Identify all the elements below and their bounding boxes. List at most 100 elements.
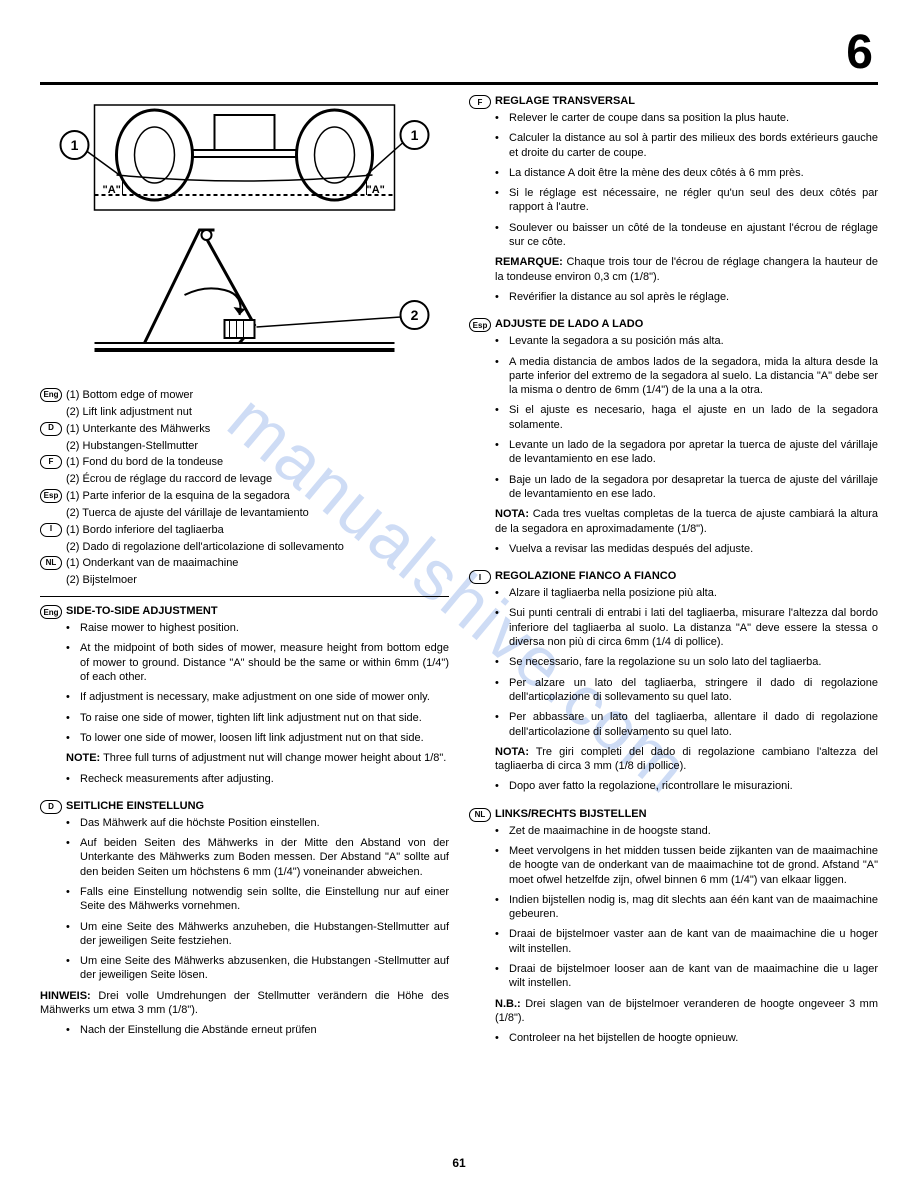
section-esp: EspADJUSTE DE LADO A LADO •Levante la se… — [469, 318, 878, 556]
section-title: REGLAGE TRANSVERSAL — [495, 95, 635, 107]
bullet-text: Falls eine Einstellung notwendig sein so… — [80, 885, 449, 914]
bullet-text: Recheck measurements after adjusting. — [80, 772, 449, 786]
bullet-icon: • — [495, 676, 509, 705]
bullet-icon: • — [495, 290, 509, 304]
bullet-text: To lower one side of mower, loosen lift … — [80, 731, 449, 745]
bullet-icon: • — [495, 1031, 509, 1045]
legend-text: (2) Hubstangen-Stellmutter — [66, 439, 449, 454]
legend-text: (2) Dado di regolazione dell'articolazio… — [66, 540, 449, 555]
lang-badge-i: I — [40, 523, 62, 537]
legend-text: (2) Bijstelmoer — [66, 573, 449, 588]
bullet-text: Um eine Seite des Mähwerks abzusenken, d… — [80, 954, 449, 983]
bullet-icon: • — [66, 920, 80, 949]
content-columns: "A" "A" 1 1 2 — [40, 95, 878, 1060]
bullet-text: Controleer na het bijstellen de hoogte o… — [509, 1031, 878, 1045]
svg-text:"A": "A" — [103, 184, 121, 196]
bullet-icon: • — [495, 824, 509, 838]
bullet-text: Auf beiden Seiten des Mähwerks in der Mi… — [80, 836, 449, 879]
section-title: LINKS/RECHTS BIJSTELLEN — [495, 808, 647, 820]
bullet-icon: • — [66, 772, 80, 786]
bullet-icon: • — [66, 885, 80, 914]
bullet-icon: • — [495, 542, 509, 556]
section-d: DSEITLICHE EINSTELLUNG •Das Mähwerk auf … — [40, 800, 449, 1038]
note-label: N.B.: — [495, 998, 521, 1010]
note-label: NOTA: — [495, 746, 529, 758]
note-text: Drei volle Umdrehungen der Stellmutter v… — [40, 990, 449, 1016]
bullet-icon: • — [66, 621, 80, 635]
bullet-text: Per alzare un lato del tagliaerba, strin… — [509, 676, 878, 705]
legend-text: (1) Unterkante des Mähwerks — [66, 422, 449, 437]
note-label: NOTA: — [495, 508, 529, 520]
bullet-text: Per abbassare un lato del tagliaerba, al… — [509, 710, 878, 739]
bullet-text: Zet de maaimachine in de hoogste stand. — [509, 824, 878, 838]
bullet-icon: • — [495, 186, 509, 215]
bullet-icon: • — [495, 927, 509, 956]
bullet-text: Um eine Seite des Mähwerks anzuheben, di… — [80, 920, 449, 949]
bullet-text: Se necessario, fare la regolazione su un… — [509, 655, 878, 669]
legend-text: (2) Tuerca de ajuste del várillaje de le… — [66, 506, 449, 521]
bullet-icon: • — [495, 606, 509, 649]
section-title: ADJUSTE DE LADO A LADO — [495, 318, 643, 330]
bullet-icon: • — [495, 779, 509, 793]
svg-text:2: 2 — [411, 307, 419, 323]
lang-badge-eng: Eng — [40, 605, 62, 619]
bullet-text: To raise one side of mower, tighten lift… — [80, 711, 449, 725]
left-column: "A" "A" 1 1 2 — [40, 95, 449, 1060]
legend-text: (1) Bordo inferiore del tagliaerba — [66, 523, 449, 538]
bullet-text: Alzare il tagliaerba nella posizione più… — [509, 586, 878, 600]
bullet-icon: • — [495, 131, 509, 160]
lang-badge-i: I — [469, 570, 491, 584]
bullet-icon: • — [495, 111, 509, 125]
lang-badge-eng: Eng — [40, 388, 62, 402]
bullet-text: Baje un lado de la segadora por desapret… — [509, 473, 878, 502]
bullet-icon: • — [66, 954, 80, 983]
lang-badge-esp: Esp — [40, 489, 62, 503]
note-label: REMARQUE: — [495, 256, 563, 268]
bullet-text: Das Mähwerk auf die höchste Position ein… — [80, 816, 449, 830]
section-title: SEITLICHE EINSTELLUNG — [66, 800, 204, 812]
section-f: FREGLAGE TRANSVERSAL •Relever le carter … — [469, 95, 878, 304]
bullet-icon: • — [495, 710, 509, 739]
bullet-text: Levante la segadora a su posición más al… — [509, 334, 878, 348]
note-label: HINWEIS: — [40, 990, 91, 1002]
legend-text: (1) Onderkant van de maaimachine — [66, 556, 449, 571]
bullet-text: Dopo aver fatto la regolazione, ricontro… — [509, 779, 878, 793]
lang-badge-nl: NL — [469, 808, 491, 822]
bullet-text: Indien bijstellen nodig is, mag dit slec… — [509, 893, 878, 922]
bullet-icon: • — [495, 166, 509, 180]
legend-text: (1) Fond du bord de la tondeuse — [66, 455, 449, 470]
bullet-icon: • — [66, 1023, 80, 1037]
bullet-icon: • — [495, 473, 509, 502]
bullet-icon: • — [495, 355, 509, 398]
mower-diagram: "A" "A" 1 1 2 — [40, 95, 449, 375]
bullet-text: Relever le carter de coupe dans sa posit… — [509, 111, 878, 125]
bullet-text: La distance A doit être la mène des deux… — [509, 166, 878, 180]
bullet-text: Vuelva a revisar las medidas después del… — [509, 542, 878, 556]
bullet-icon: • — [495, 438, 509, 467]
bullet-icon: • — [495, 586, 509, 600]
lang-badge-nl: NL — [40, 556, 62, 570]
bullet-icon: • — [495, 403, 509, 432]
bullet-icon: • — [495, 893, 509, 922]
bullet-icon: • — [66, 711, 80, 725]
page-number-bottom: 61 — [0, 1156, 918, 1170]
bullet-text: Soulever ou baisser un côté de la tondeu… — [509, 221, 878, 250]
bullet-text: Draai de bijstelmoer looser aan de kant … — [509, 962, 878, 991]
bullet-icon: • — [66, 690, 80, 704]
lang-badge-esp: Esp — [469, 318, 491, 332]
bullet-text: A media distancia de ambos lados de la s… — [509, 355, 878, 398]
lang-badge-f: F — [469, 95, 491, 109]
lang-badge-f: F — [40, 455, 62, 469]
bullet-icon: • — [66, 641, 80, 684]
section-title: SIDE-TO-SIDE ADJUSTMENT — [66, 605, 218, 617]
bullet-icon: • — [495, 334, 509, 348]
bullet-text: Nach der Einstellung die Abstände erneut… — [80, 1023, 449, 1037]
top-divider — [40, 82, 878, 85]
bullet-text: Revérifier la distance au sol après le r… — [509, 290, 878, 304]
note-text: Tre giri completi del dado di regolazion… — [495, 746, 878, 772]
bullet-icon: • — [66, 836, 80, 879]
legend-text: (2) Écrou de réglage du raccord de levag… — [66, 472, 449, 487]
note-text: Drei slagen van de bijstelmoer verandere… — [495, 998, 878, 1024]
note-text: Three full turns of adjustment nut will … — [100, 752, 446, 764]
bullet-text: Si el ajuste es necesario, haga el ajust… — [509, 403, 878, 432]
